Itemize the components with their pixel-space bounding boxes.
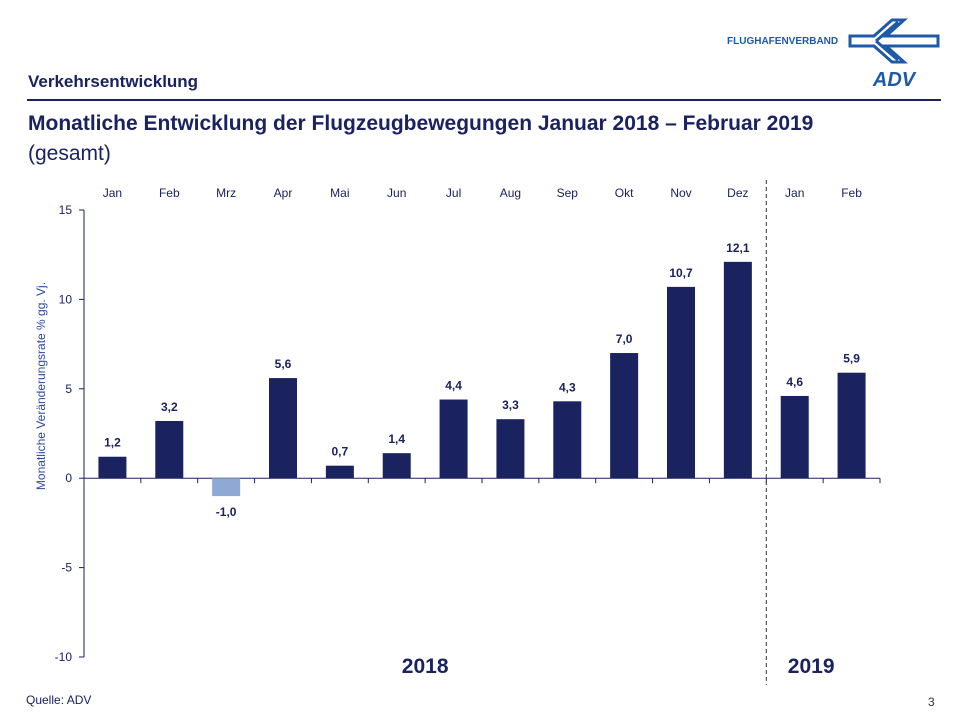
y-tick-label: 0 <box>65 471 72 485</box>
bar-10 <box>667 286 695 479</box>
bar-1 <box>155 420 184 479</box>
month-label: Mai <box>330 186 349 200</box>
month-label: Dez <box>727 186 748 200</box>
page-number: 3 <box>928 695 935 709</box>
y-axis-label: Monatliche Veränderungsrate % gg. Vj. <box>34 282 48 490</box>
data-label: 3,2 <box>161 400 178 414</box>
bar-2 <box>212 478 241 497</box>
bar-5 <box>382 453 411 479</box>
month-label: Jun <box>387 186 406 200</box>
month-label: Sep <box>557 186 579 200</box>
month-label: Okt <box>615 186 634 200</box>
month-label: Apr <box>274 186 293 200</box>
adv-logo: ADV <box>848 18 940 90</box>
data-label: 1,2 <box>104 436 121 450</box>
bar-0 <box>98 456 127 479</box>
section-heading: Verkehrsentwicklung <box>28 72 199 91</box>
data-label: 1,4 <box>388 432 405 446</box>
bar-6 <box>439 399 468 479</box>
data-label: 4,6 <box>786 375 803 389</box>
month-label: Feb <box>841 186 862 200</box>
y-tick-label: 5 <box>65 382 72 396</box>
data-label: 10,7 <box>669 266 693 280</box>
bar-13 <box>837 372 866 479</box>
bar-11 <box>723 261 752 479</box>
page-subtitle: (gesamt) <box>28 142 111 165</box>
month-label: Jul <box>446 186 461 200</box>
header-divider <box>27 99 941 101</box>
page-title: Monatliche Entwicklung der Flugzeugbeweg… <box>28 112 814 135</box>
data-label: 12,1 <box>726 241 750 255</box>
source-note: Quelle: ADV <box>26 693 92 707</box>
month-label: Mrz <box>216 186 236 200</box>
data-label: 7,0 <box>616 332 633 346</box>
data-label: -1,0 <box>216 505 237 519</box>
y-tick-label: -5 <box>61 561 72 575</box>
logo-mark: ADV <box>872 69 917 90</box>
month-label: Nov <box>670 186 691 200</box>
y-tick-label: -10 <box>55 650 73 664</box>
bar-9 <box>610 353 639 479</box>
bar-7 <box>496 419 525 479</box>
data-label: 5,9 <box>843 352 860 366</box>
bar-8 <box>553 401 582 479</box>
month-label: Feb <box>159 186 180 200</box>
y-tick-label: 15 <box>59 203 73 217</box>
bar-12 <box>780 395 809 479</box>
logo-text: FLUGHAFENVERBAND <box>727 36 839 47</box>
data-label: 5,6 <box>275 357 292 371</box>
year-label: 2019 <box>788 655 835 678</box>
data-label: 4,4 <box>445 379 462 393</box>
bar-3 <box>269 378 297 479</box>
year-label: 2018 <box>402 655 449 678</box>
y-tick-label: 10 <box>59 292 73 306</box>
month-label: Aug <box>500 186 521 200</box>
data-label: 4,3 <box>559 380 576 394</box>
data-label: 0,7 <box>332 445 349 459</box>
month-label: Jan <box>785 186 804 200</box>
bar-4 <box>325 465 354 479</box>
data-label: 3,3 <box>502 398 519 412</box>
month-label: Jan <box>103 186 122 200</box>
